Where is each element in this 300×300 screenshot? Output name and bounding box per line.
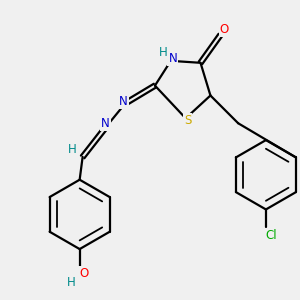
Text: H: H	[68, 276, 76, 289]
Text: H: H	[158, 46, 167, 59]
Text: N: N	[119, 95, 128, 108]
Text: S: S	[184, 114, 191, 127]
Text: H: H	[68, 142, 77, 155]
Text: O: O	[79, 267, 88, 280]
Text: N: N	[101, 117, 110, 130]
Text: N: N	[168, 52, 177, 65]
Text: O: O	[220, 22, 229, 36]
Text: Cl: Cl	[265, 229, 277, 242]
